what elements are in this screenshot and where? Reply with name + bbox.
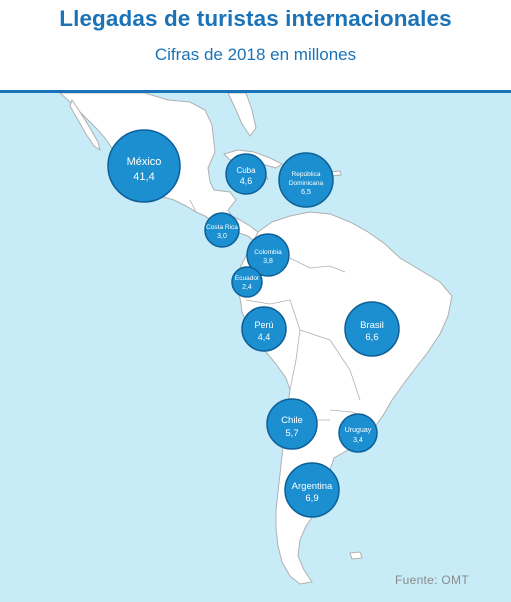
- country-value: 3,0: [217, 233, 227, 240]
- country-value: 4,4: [258, 332, 271, 342]
- country-name: Uruguay: [345, 427, 372, 434]
- country-value: 4,6: [240, 176, 253, 186]
- country-name-line-2: Dominicana: [289, 180, 324, 187]
- divider: [0, 90, 511, 93]
- header: Llegadas de turistas internacionales Cif…: [0, 0, 511, 90]
- country-value: 41,4: [133, 171, 154, 183]
- bubble-costa-rica: Costa Rica 3,0: [204, 212, 240, 248]
- map-canvas: México 41,4 Cuba 4,6 República Dominican…: [59, 93, 453, 585]
- country-name: Perú: [254, 320, 273, 330]
- country-value: 2,4: [242, 284, 252, 291]
- country-name-line-1: República: [292, 171, 321, 178]
- bubble-brasil: Brasil 6,6: [344, 301, 400, 357]
- country-value: 6,5: [301, 189, 311, 196]
- bubble-republica-dominicana: República Dominicana 6,5: [278, 152, 334, 208]
- land-florida: [227, 93, 257, 137]
- country-value: 3,8: [263, 258, 273, 265]
- country-value: 5,7: [285, 428, 298, 439]
- land-falklands: [349, 551, 363, 560]
- bubble-cuba: Cuba 4,6: [225, 153, 267, 195]
- country-name: Brasil: [360, 320, 384, 331]
- bubble-peru: Perú 4,4: [241, 306, 287, 352]
- country-name: Costa Rica: [206, 224, 238, 231]
- page-subtitle: Cifras de 2018 en millones: [154, 45, 357, 64]
- bubble-mexico: México 41,4: [107, 129, 181, 203]
- country-name: Colombia: [254, 249, 282, 256]
- bubble-chile: Chile 5,7: [266, 398, 318, 450]
- country-value: 6,9: [305, 493, 318, 504]
- bubble-uruguay: Uruguay 3,4: [338, 413, 378, 453]
- country-name: Cuba: [236, 166, 256, 175]
- bubble-ecuador: Ecuador 2,4: [231, 266, 263, 298]
- country-name: México: [127, 156, 162, 168]
- page-title: Llegadas de turistas internacionales: [59, 6, 452, 31]
- source-note: Fuente: OMT: [395, 573, 469, 587]
- country-value: 3,4: [353, 437, 363, 444]
- country-name: Chile: [281, 415, 303, 426]
- country-name: Argentina: [292, 481, 333, 492]
- country-value: 6,6: [365, 332, 378, 343]
- bubble-colombia: Colombia 3,8: [246, 233, 290, 277]
- land-baja-california: [69, 98, 101, 152]
- bubble-argentina: Argentina 6,9: [284, 462, 340, 518]
- map: México 41,4 Cuba 4,6 República Dominican…: [0, 93, 511, 602]
- country-name: Ecuador: [235, 275, 260, 282]
